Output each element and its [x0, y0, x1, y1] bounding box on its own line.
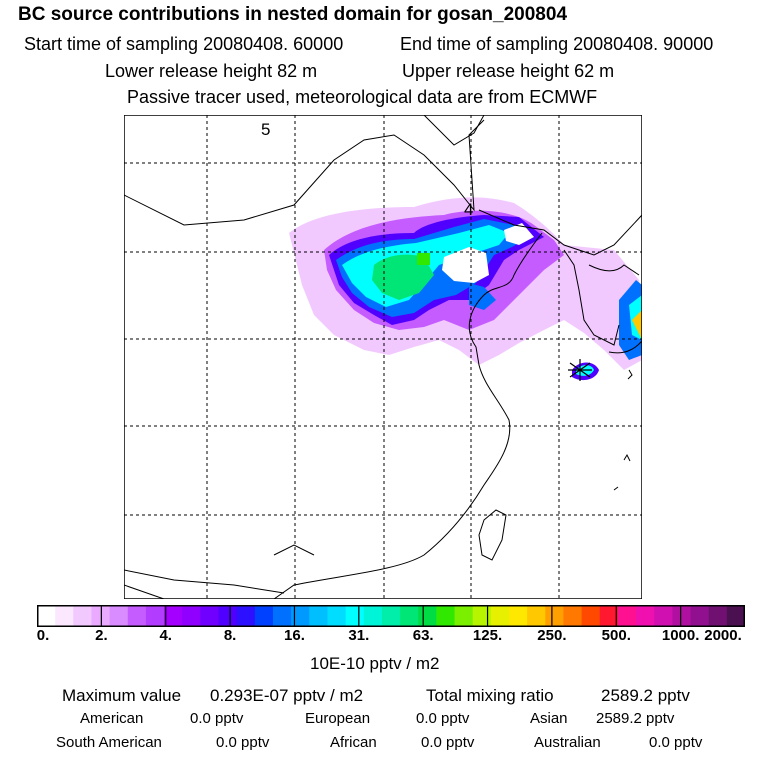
region-value: 0.0 pptv [190, 710, 244, 727]
colorbar-tick-label: 4. [159, 627, 172, 644]
colorbar-tick-label: 250. [537, 627, 567, 644]
upper-release-height: Upper release height 62 m [402, 61, 615, 81]
colorbar-cell [654, 605, 673, 627]
colorbar-cell [418, 605, 437, 627]
colorbar-cell [309, 605, 328, 627]
colorbar-cell [73, 605, 92, 627]
colorbar-cell [581, 605, 601, 627]
plot-title: BC source contributions in nested domain… [18, 4, 568, 25]
colorbar-cell [636, 605, 655, 627]
colorbar-cell [672, 605, 692, 627]
colorbar-cell [55, 605, 74, 627]
colorbar-tick-label: 125. [472, 627, 503, 644]
colorbar-cell [291, 605, 310, 627]
colorbar-unit: 10E-10 pptv / m2 [310, 654, 440, 673]
total-mixing-value: 2589.2 pptv [601, 686, 690, 705]
colorbar-tick-label: 31. [348, 627, 370, 644]
colorbar-cell [545, 605, 564, 627]
region-value: 0.0 pptv [649, 734, 703, 751]
max-value-label: Maximum value [62, 686, 182, 705]
contour-label-5: 5 [261, 120, 270, 139]
map-frame [124, 115, 642, 599]
colorbar [37, 605, 745, 627]
colorbar-cell [563, 605, 583, 627]
colorbar-cell [690, 605, 710, 627]
total-mixing-label: Total mixing ratio [426, 686, 554, 705]
region-name: American [80, 710, 144, 727]
colorbar-cell [599, 605, 619, 627]
colorbar-tick-label: 63. [412, 627, 434, 644]
colorbar-cell [472, 605, 492, 627]
colorbar-cell [708, 605, 728, 627]
colorbar-cell [436, 605, 456, 627]
colorbar-cell [218, 605, 238, 627]
region-name: African [330, 734, 377, 751]
colorbar-cell [327, 605, 347, 627]
colorbar-cell [490, 605, 510, 627]
map-panel: 5 4 [124, 115, 642, 599]
coastlines [124, 115, 642, 599]
colorbar-tick-label: 8. [223, 627, 237, 644]
colorbar-cell [400, 605, 419, 627]
colorbar-cell [509, 605, 528, 627]
colorbar-tick-label: 16. [284, 627, 305, 644]
colorbar-cell [381, 605, 401, 627]
colorbar-tick-label: 0. [36, 627, 50, 644]
start-time: Start time of sampling 20080408. 60000 [24, 34, 344, 54]
colorbar-tick-label: 500. [601, 627, 631, 644]
colorbar-cell [254, 605, 274, 627]
receptor-marker [568, 359, 592, 381]
contour-label-4: 4 [464, 200, 473, 219]
colorbar-cell [273, 605, 292, 627]
region-name: Asian [530, 710, 568, 727]
lower-release-height: Lower release height 82 m [105, 61, 318, 81]
concentration-plume [289, 197, 642, 381]
colorbar-cell [527, 605, 546, 627]
colorbar-tick-label: 2000. [704, 627, 742, 644]
colorbar-tick-label: 2. [95, 627, 108, 644]
colorbar-cell [236, 605, 256, 627]
colorbar-cell [345, 605, 365, 627]
end-time: End time of sampling 20080408. 90000 [400, 34, 714, 54]
colorbar-cell [726, 605, 745, 627]
region-value: 2589.2 pptv [596, 710, 675, 727]
colorbar-cell [182, 605, 201, 627]
region-value: 0.0 pptv [216, 734, 270, 751]
region-value: 0.0 pptv [416, 710, 470, 727]
region-name: South American [56, 734, 162, 751]
tracer-note: Passive tracer used, meteorological data… [127, 87, 598, 107]
colorbar-cell [37, 605, 56, 627]
colorbar-tick-label: 1000. [661, 627, 700, 644]
colorbar-cell [363, 605, 383, 627]
colorbar-cell [145, 605, 165, 627]
colorbar-cell [200, 605, 220, 627]
region-value: 0.0 pptv [421, 734, 475, 751]
region-name: European [305, 710, 371, 727]
max-value: 0.293E-07 pptv / m2 [210, 686, 364, 705]
grid-lines [124, 115, 642, 599]
colorbar-cell [127, 605, 147, 627]
colorbar-cell [164, 605, 183, 627]
colorbar-cell [109, 605, 129, 627]
colorbar-cell [454, 605, 474, 627]
region-name: Australian [534, 734, 601, 751]
colorbar-cell [617, 605, 637, 627]
